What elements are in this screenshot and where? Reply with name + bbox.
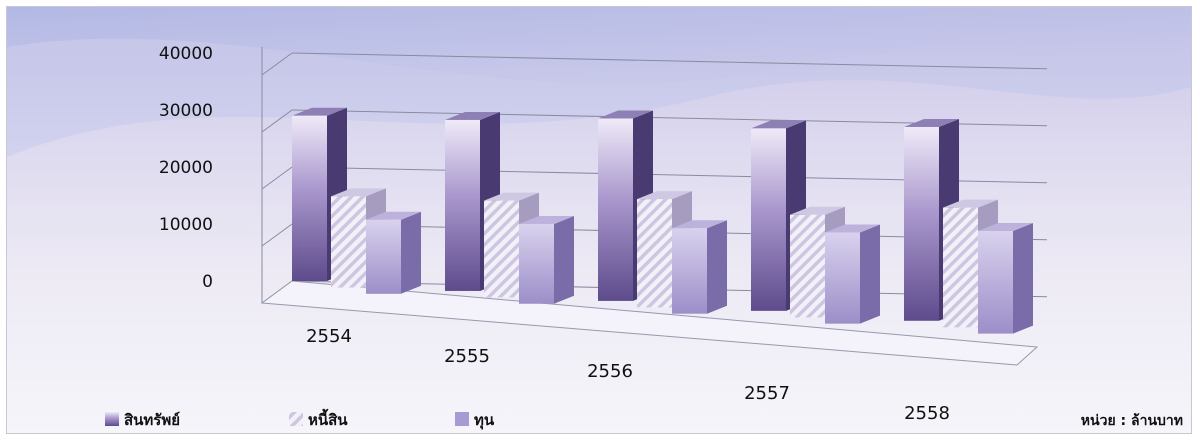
y-tick-label: 0 <box>202 272 213 292</box>
bar-front <box>751 128 786 311</box>
bar-front <box>484 200 519 298</box>
legend-item: ทุน <box>455 411 495 430</box>
bar-top <box>825 224 880 233</box>
bar-top <box>331 188 386 197</box>
background-wave <box>7 7 1191 157</box>
y-axis: 40000 30000 20000 10000 0 <box>159 44 213 292</box>
bar-side <box>554 215 574 304</box>
bar-front <box>978 230 1013 334</box>
bar-top <box>519 215 574 224</box>
bar-3-2554 <box>366 211 421 294</box>
chart-frame: 40000 30000 20000 10000 0 2554 2555 2556 2557 25… <box>6 6 1192 434</box>
background-wave <box>7 7 1191 85</box>
bar-side <box>1013 222 1033 334</box>
bar-top <box>484 192 539 201</box>
bar-front <box>519 223 554 304</box>
x-tick-label: 2558 <box>904 403 950 424</box>
y-tick-label: 20000 <box>159 158 213 178</box>
bar-front <box>790 214 825 318</box>
bar-top <box>598 110 653 119</box>
bar-top <box>943 199 998 208</box>
grid-line <box>291 52 1048 70</box>
y-tick-label: 40000 <box>159 44 213 64</box>
bar-front <box>292 115 327 281</box>
bar-top <box>672 220 727 229</box>
legend: สินทรัพย์ หนี้สิน ทุน <box>105 408 495 430</box>
chart-floor <box>260 280 1039 366</box>
bar-front <box>943 207 978 328</box>
bar-side <box>401 211 421 294</box>
bar-3-2557 <box>825 224 880 324</box>
unit-note: หน่วย : ล้านบาท <box>1081 413 1183 429</box>
bar-front <box>331 196 366 288</box>
bar-side <box>860 224 880 324</box>
bar-1-2558 <box>904 118 959 321</box>
bar-3-2555 <box>519 215 574 304</box>
y-tick-label: 30000 <box>159 101 213 121</box>
grid-line <box>261 223 293 247</box>
bar-top <box>292 107 347 116</box>
legend-item: สินทรัพย์ <box>105 411 180 429</box>
bars-group <box>292 107 1033 334</box>
y-tick-label: 10000 <box>159 215 213 235</box>
x-axis: 2554 2555 2556 2557 2558 <box>306 326 950 424</box>
grid-line <box>261 109 293 133</box>
bar-front <box>904 126 939 321</box>
bar-top <box>366 211 421 220</box>
x-tick-label: 2556 <box>587 361 633 382</box>
bar-front <box>637 199 672 308</box>
bar-top <box>751 120 806 129</box>
bar-3-2556 <box>672 220 727 314</box>
legend-item: หนี้สิน <box>289 408 348 429</box>
bar-front <box>598 118 633 301</box>
bar-top <box>904 118 959 127</box>
bar-front <box>445 119 480 291</box>
legend-label: สินทรัพย์ <box>124 411 180 429</box>
grid-line <box>261 166 293 190</box>
grid-line <box>261 52 293 76</box>
bar-top <box>637 191 692 200</box>
bar-side <box>707 220 727 314</box>
legend-swatch <box>105 412 119 426</box>
legend-label: หนี้สิน <box>308 408 348 429</box>
bar-top <box>445 111 500 120</box>
x-tick-label: 2557 <box>744 383 790 404</box>
bar-top <box>978 222 1033 231</box>
legend-swatch <box>289 412 303 426</box>
bar-3-2558 <box>978 222 1033 334</box>
x-tick-label: 2555 <box>444 346 490 367</box>
legend-label: ทุน <box>474 411 495 430</box>
bar-front <box>672 228 707 314</box>
bar-front <box>825 232 860 324</box>
x-tick-label: 2554 <box>306 326 352 347</box>
bar-front <box>366 219 401 294</box>
legend-swatch <box>455 412 469 426</box>
bar-top <box>790 206 845 215</box>
